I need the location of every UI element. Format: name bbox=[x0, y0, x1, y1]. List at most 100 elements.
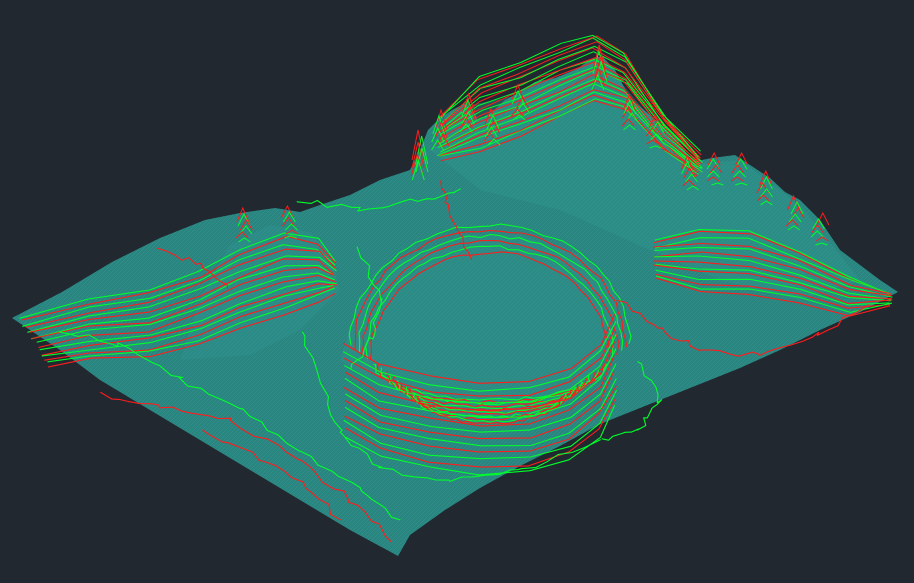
contour-left-ridge bbox=[27, 255, 337, 333]
contour-right-ridge bbox=[656, 277, 891, 317]
peak-spike bbox=[733, 170, 746, 178]
peak-spike bbox=[282, 211, 296, 223]
contour-lowland bbox=[350, 246, 383, 370]
peak-spike bbox=[686, 185, 700, 191]
peak-spike bbox=[680, 154, 694, 171]
peak-spike bbox=[592, 67, 606, 87]
peak-spike bbox=[285, 223, 298, 231]
peak-spike bbox=[462, 92, 476, 113]
peak-spike bbox=[651, 121, 665, 133]
peak-spike bbox=[787, 225, 801, 231]
contour-left-ridge bbox=[31, 264, 335, 340]
peak-spike bbox=[646, 139, 659, 145]
contour-lowland bbox=[100, 391, 392, 542]
peak-spike bbox=[706, 158, 720, 170]
peak-spike bbox=[735, 151, 749, 166]
peak-spike bbox=[735, 182, 748, 186]
peak-spike bbox=[621, 118, 635, 127]
peak-spike bbox=[649, 145, 662, 149]
peak-spike bbox=[706, 176, 720, 182]
peak-spike bbox=[790, 200, 804, 215]
peak-spike bbox=[284, 235, 297, 239]
contour-crater-arc bbox=[348, 223, 632, 346]
peak-spike bbox=[810, 230, 824, 238]
peak-spike bbox=[815, 242, 828, 246]
contour-right-ridge bbox=[653, 242, 889, 294]
contour-lowland bbox=[202, 429, 341, 521]
contour-right-ridge bbox=[655, 269, 890, 306]
contour-lowland bbox=[301, 331, 601, 482]
peak-spike bbox=[487, 138, 501, 146]
contour-back-peaks bbox=[438, 94, 702, 172]
contour-lowland bbox=[296, 188, 461, 212]
peak-spike bbox=[650, 133, 663, 141]
contour-back-peaks bbox=[439, 68, 702, 165]
contour-crater-terrace bbox=[343, 329, 615, 397]
contour-crater-arc bbox=[365, 245, 614, 360]
contour-crater-arc bbox=[360, 239, 620, 356]
contour-right-ridge bbox=[654, 246, 893, 298]
contour-left-ridge bbox=[41, 285, 334, 357]
contour-right-ridge bbox=[655, 237, 890, 294]
peak-spike bbox=[459, 123, 473, 133]
contour-right-ridge bbox=[655, 263, 892, 302]
contour-crater-terrace bbox=[345, 378, 617, 447]
contour-right-ridge bbox=[653, 251, 892, 297]
peak-spike bbox=[432, 114, 446, 135]
contour-crater-terrace bbox=[343, 355, 615, 427]
contour-right-ridge bbox=[655, 273, 891, 309]
peak-spike bbox=[815, 236, 829, 242]
peak-spike bbox=[282, 217, 295, 227]
contour-left-ridge bbox=[47, 293, 336, 368]
contour-left-ridge bbox=[25, 248, 336, 328]
contour-right-ridge bbox=[653, 264, 893, 304]
peak-spike bbox=[415, 147, 429, 173]
peak-spike bbox=[683, 167, 696, 179]
peak-spike bbox=[731, 164, 745, 174]
peak-spike bbox=[730, 176, 744, 182]
contour-lowland bbox=[440, 180, 473, 260]
peak-spike bbox=[239, 219, 253, 231]
peak-spike bbox=[516, 95, 530, 109]
contour-left-ridge bbox=[22, 235, 337, 321]
peak-spike bbox=[431, 139, 445, 151]
peak-spike bbox=[759, 169, 773, 186]
contour-lowland bbox=[156, 247, 229, 289]
contour-back-peaks bbox=[439, 57, 700, 160]
peak-spike bbox=[411, 158, 425, 181]
peak-spike bbox=[460, 117, 473, 129]
peak-spike bbox=[511, 83, 525, 101]
peak-spike bbox=[707, 151, 721, 166]
peak-spike bbox=[623, 99, 637, 115]
peak-spike bbox=[236, 206, 250, 223]
contour-crater-terrace bbox=[345, 363, 617, 433]
contour-left-ridge bbox=[41, 283, 338, 356]
contour-left-ridge bbox=[36, 272, 335, 343]
peak-spike bbox=[645, 127, 659, 137]
peak-spike bbox=[816, 211, 830, 226]
contour-crater-terrace bbox=[343, 314, 615, 384]
contour-left-ridge bbox=[47, 287, 336, 363]
contour-back-peaks bbox=[441, 51, 700, 161]
contour-back-peaks bbox=[438, 37, 699, 158]
contour-back-peaks bbox=[439, 74, 699, 166]
contour-crater-terrace bbox=[345, 397, 616, 468]
peak-spike bbox=[594, 55, 608, 79]
terrain-surface bbox=[12, 56, 898, 556]
peak-spike bbox=[791, 207, 805, 219]
peak-spike bbox=[592, 49, 606, 75]
contour-lowland bbox=[58, 331, 401, 521]
peak-spike bbox=[511, 108, 524, 117]
peak-spike bbox=[513, 114, 526, 121]
contour-crater-terrace bbox=[344, 334, 617, 404]
peak-spike bbox=[623, 124, 636, 131]
peak-spike bbox=[681, 160, 694, 175]
contour-crater-terrace bbox=[344, 371, 615, 440]
contour-left-ridge bbox=[22, 244, 336, 327]
contour-crater-terrace bbox=[342, 321, 617, 392]
peak-spike bbox=[483, 132, 497, 142]
peak-spike bbox=[711, 182, 724, 186]
contour-back-peaks bbox=[437, 61, 700, 166]
